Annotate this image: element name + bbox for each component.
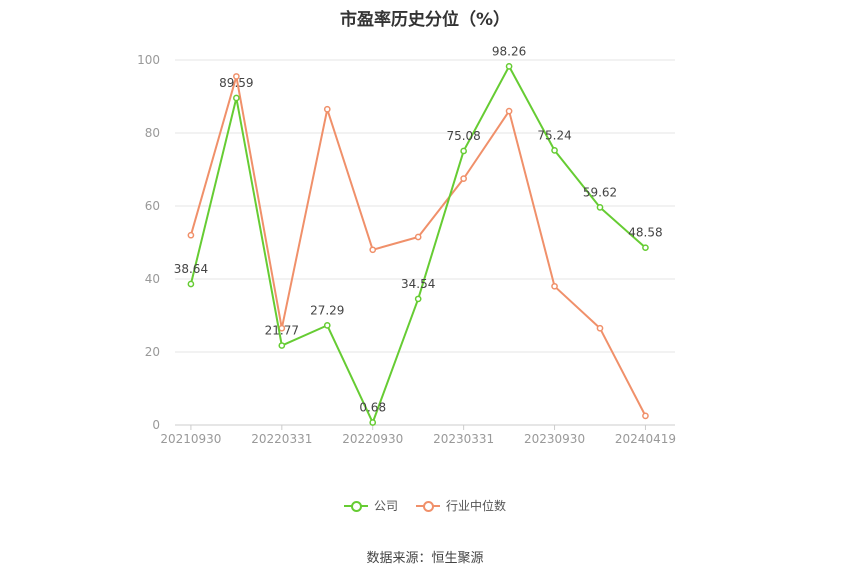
series-line-company xyxy=(189,65,647,424)
data-point xyxy=(551,147,558,154)
x-tick-label: 20230331 xyxy=(433,432,494,446)
legend-label-company: 公司 xyxy=(373,499,398,513)
data-label: 89.59 xyxy=(219,76,253,90)
data-label: 48.58 xyxy=(628,226,662,240)
legend-swatch-industry-median xyxy=(416,500,440,512)
data-point xyxy=(596,324,604,332)
data-point xyxy=(505,63,513,70)
x-tick-label: 20240419 xyxy=(615,432,676,446)
data-point xyxy=(551,282,558,290)
x-tick-label: 20210930 xyxy=(160,432,221,446)
x-tick-label: 20220930 xyxy=(342,432,403,446)
data-point xyxy=(187,280,195,288)
y-tick-label: 20 xyxy=(145,345,160,359)
legend: 公司 行业中位数 xyxy=(0,497,850,514)
data-point xyxy=(278,342,286,349)
x-tick-label: 20220331 xyxy=(251,432,312,446)
data-point xyxy=(323,322,331,329)
label-layer: 38.64 89.59 21.77 27.29 0.68 34.54 75.08 98.26 7… xyxy=(174,44,663,414)
data-point xyxy=(460,147,467,155)
legend-item-industry-median[interactable]: 行业中位数 xyxy=(416,497,506,514)
series-layer xyxy=(187,63,649,426)
data-label: 38.64 xyxy=(174,262,208,276)
data-label: 0.68 xyxy=(359,401,386,415)
data-label: 75.24 xyxy=(537,128,571,142)
data-point xyxy=(460,175,467,182)
chart-title: 市盈率历史分位（%） xyxy=(339,10,511,30)
axis-layer: 0 20 40 60 80 100 20210930 20220331 20220930 2023… xyxy=(137,53,676,446)
y-tick-label: 80 xyxy=(145,126,160,140)
data-point xyxy=(505,107,513,115)
data-label: 21.77 xyxy=(265,324,299,338)
data-point xyxy=(414,233,422,241)
data-point xyxy=(642,412,649,420)
data-point xyxy=(323,105,331,113)
source-note: 数据来源：恒生聚源 xyxy=(366,551,484,566)
y-tick-label: 60 xyxy=(145,199,160,213)
series-line-industry-median xyxy=(189,75,647,417)
data-point xyxy=(596,204,604,211)
data-label: 34.54 xyxy=(401,277,435,291)
data-point xyxy=(369,246,377,254)
data-point xyxy=(414,295,422,303)
data-label: 98.26 xyxy=(492,44,526,58)
y-tick-label: 0 xyxy=(152,418,160,432)
legend-swatch-company xyxy=(343,500,368,512)
data-point xyxy=(642,244,649,252)
data-label: 59.62 xyxy=(583,185,617,199)
data-point xyxy=(369,419,377,426)
x-tick-label: 20230930 xyxy=(524,432,585,446)
data-label: 75.08 xyxy=(446,129,480,143)
data-point xyxy=(233,73,240,80)
y-tick-label: 100 xyxy=(137,53,160,67)
legend-item-company[interactable]: 公司 xyxy=(343,497,398,514)
y-tick-label: 40 xyxy=(145,272,160,286)
legend-label-industry-median: 行业中位数 xyxy=(446,499,507,513)
data-point xyxy=(233,94,240,102)
data-label: 27.29 xyxy=(310,303,344,317)
data-point xyxy=(187,231,195,239)
